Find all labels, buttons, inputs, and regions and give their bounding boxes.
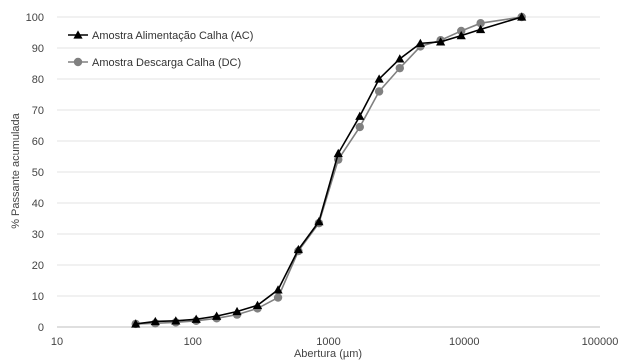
data-point	[171, 316, 181, 325]
data-point	[476, 19, 485, 28]
data-point	[415, 38, 425, 48]
x-tick-label: 1000	[316, 336, 340, 348]
data-point	[374, 74, 384, 83]
data-point	[355, 122, 364, 132]
y-tick-label: 20	[32, 260, 44, 272]
x-axis-title: Abertura (µm)	[294, 348, 362, 360]
legend-item: Amostra Descarga Calha (DC)	[68, 57, 241, 69]
y-tick-label: 30	[32, 229, 44, 241]
series-ac	[131, 12, 527, 328]
data-point	[212, 311, 222, 320]
x-tick-label: 100	[184, 336, 202, 348]
y-tick-label: 40	[32, 198, 44, 210]
data-point	[457, 26, 466, 36]
data-point	[517, 12, 527, 21]
data-point	[314, 217, 324, 226]
data-point	[150, 316, 160, 326]
data-point	[293, 244, 303, 254]
data-point	[456, 31, 466, 40]
y-tick-label: 100	[26, 12, 44, 24]
y-tick-label: 10	[32, 291, 44, 303]
data-point	[273, 293, 283, 302]
data-point	[374, 87, 384, 96]
legend-marker	[73, 57, 83, 67]
data-point	[333, 148, 343, 158]
axes: 0 10 20 30 40 50 60 70 80 90 100 10 100 1000 10000 1000…	[26, 12, 619, 348]
data-point	[476, 24, 486, 34]
legend: Amostra Alimentação Calha (AC) Amostra De…	[68, 30, 253, 69]
legend-item: Amostra Alimentação Calha (AC)	[68, 30, 253, 42]
y-tick-label: 0	[38, 322, 44, 334]
data-point	[191, 314, 201, 323]
data-point	[355, 111, 365, 120]
grid-lines	[57, 16, 600, 297]
y-tick-label: 80	[32, 74, 44, 86]
series-layer	[131, 12, 527, 329]
data-point	[232, 306, 242, 316]
y-tick-label: 70	[32, 105, 44, 117]
data-point	[395, 54, 405, 63]
data-point	[395, 63, 404, 73]
x-tick-label: 100000	[582, 336, 619, 348]
legend-label: Amostra Descarga Calha (DC)	[92, 57, 241, 69]
data-point	[131, 319, 141, 328]
data-point	[252, 300, 263, 309]
x-tick-label: 10000	[449, 336, 480, 348]
y-tick-label: 60	[32, 136, 44, 148]
x-tick-label: 10	[51, 336, 63, 348]
legend-marker	[73, 30, 83, 39]
y-tick-label: 50	[32, 167, 44, 179]
y-tick-label: 90	[32, 43, 44, 55]
data-point	[436, 37, 446, 46]
legend-label: Amostra Alimentação Calha (AC)	[92, 30, 253, 42]
y-axis-title: % Passante acumulada	[10, 112, 22, 228]
data-point	[273, 285, 283, 294]
